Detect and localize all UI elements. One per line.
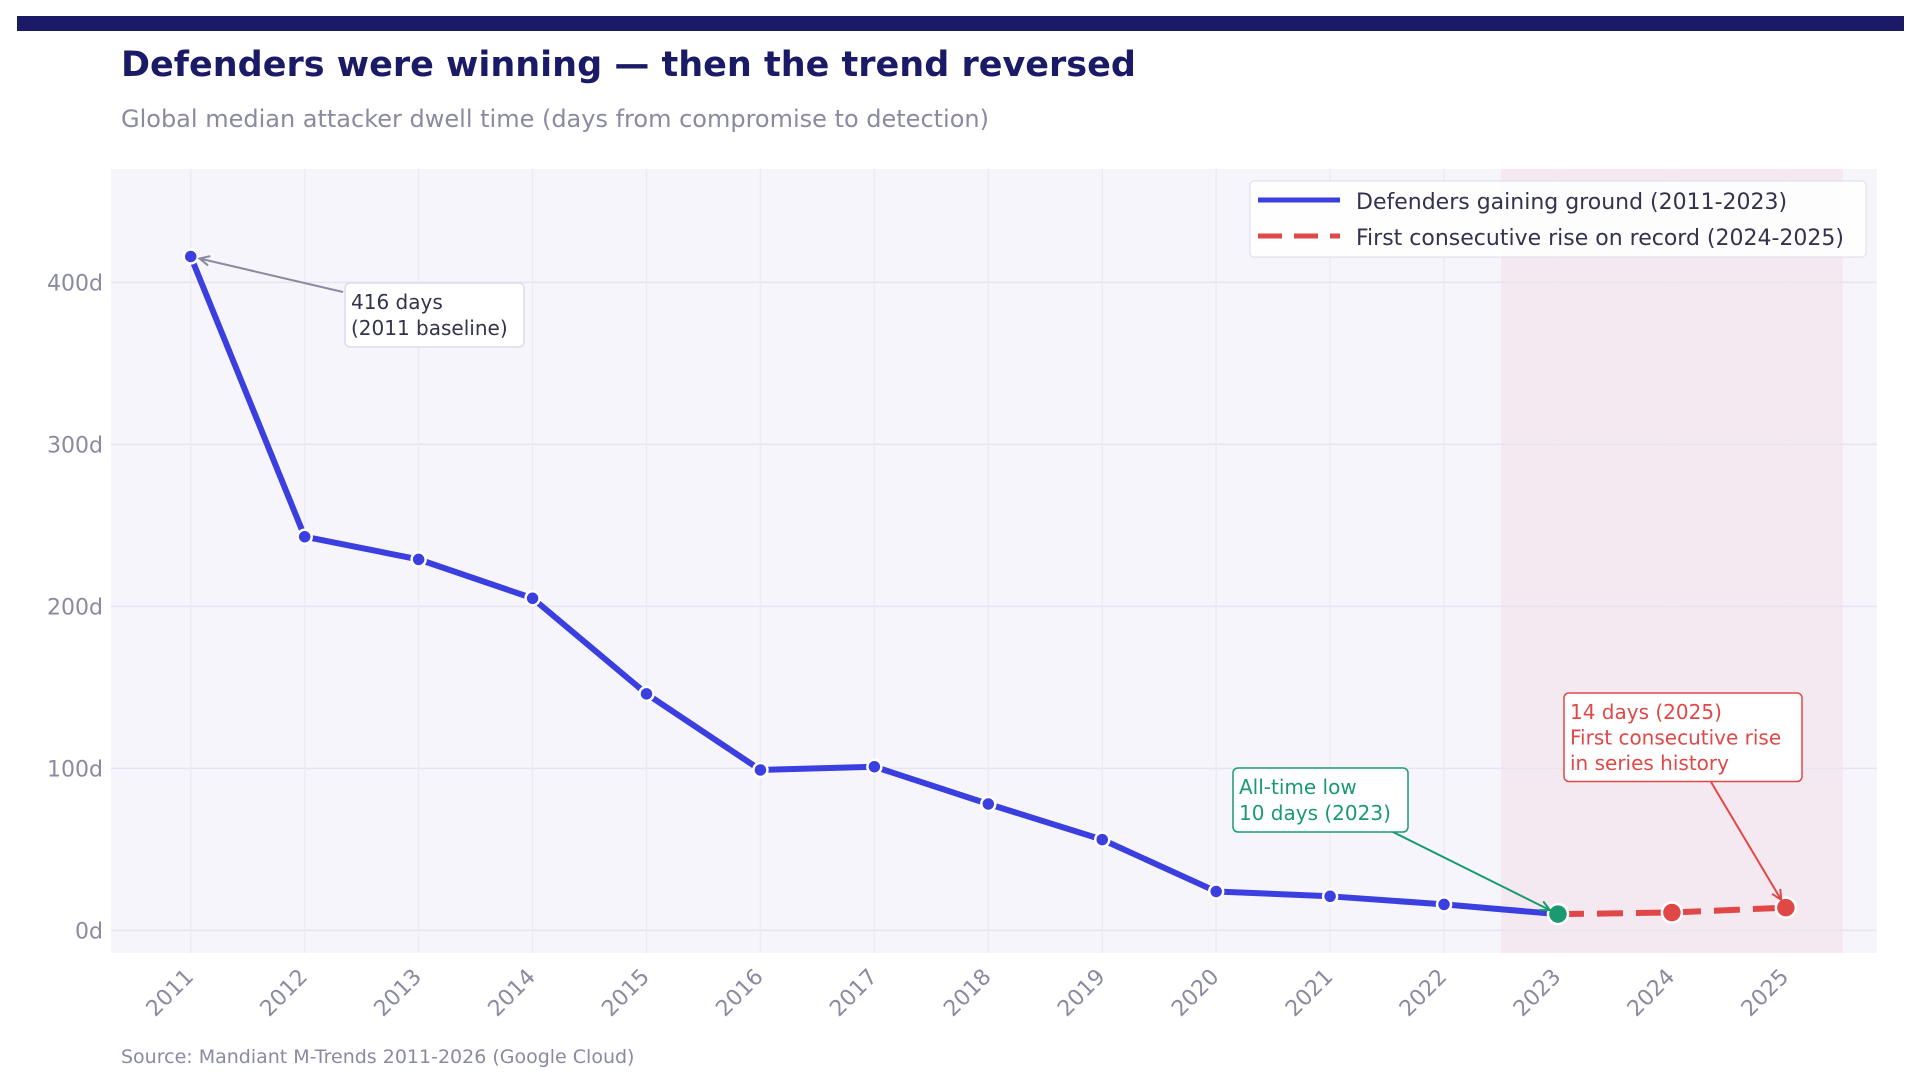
annotation-arrow [1386, 828, 1551, 912]
arrowhead-icon [1538, 900, 1552, 912]
y-tick-label: 100d [47, 757, 103, 782]
chart-title: Defenders were winning — then the trend … [121, 45, 1136, 85]
annotation-text: in series history [1570, 751, 1729, 775]
x-tick-label: 2022 [1395, 965, 1452, 1022]
x-tick-label: 2015 [597, 965, 654, 1022]
x-tick-label: 2018 [939, 965, 996, 1022]
y-tick-label: 0d [75, 919, 103, 944]
source-note: Source: Mandiant M-Trends 2011-2026 (Goo… [121, 1046, 634, 1068]
data-point [524, 590, 541, 607]
x-tick-label: 2023 [1509, 965, 1566, 1022]
data-point [182, 248, 200, 265]
data-point [1093, 831, 1111, 848]
y-tick-label: 300d [47, 433, 103, 458]
annotation-arrow [1710, 781, 1783, 901]
annotation-text: 14 days (2025) [1570, 700, 1722, 724]
annotation-text: First consecutive rise [1570, 726, 1781, 750]
arrowhead-icon [197, 255, 211, 267]
x-tick-label: 2020 [1167, 965, 1224, 1022]
x-tick-label: 2012 [256, 965, 313, 1022]
annotation-box [1563, 692, 1803, 783]
y-tick-label: 200d [47, 595, 103, 620]
legend-label: First consecutive rise on record (2024-2… [1356, 226, 1844, 251]
x-tick-label: 2021 [1281, 965, 1338, 1022]
x-tick-label: 2013 [370, 965, 427, 1022]
annotation-box [344, 282, 525, 348]
chart-subtitle: Global median attacker dwell time (days … [121, 105, 989, 133]
annotation-text: All-time low [1239, 775, 1357, 799]
annotation-text: 416 days [351, 290, 443, 314]
header-bar [17, 16, 1904, 31]
annotation-text: 10 days (2023) [1239, 801, 1391, 825]
data-point [296, 528, 313, 545]
annotation-text: (2011 baseline) [351, 316, 508, 340]
y-tick-label: 400d [47, 271, 103, 296]
data-point [410, 551, 427, 568]
x-tick-label: 2017 [825, 965, 882, 1022]
annotation-box [1232, 767, 1409, 833]
data-point-rise [1774, 896, 1798, 919]
data-point-low [1546, 902, 1570, 926]
legend-label: Defenders gaining ground (2011-2023) [1356, 190, 1787, 215]
legend: Defenders gaining ground (2011-2023) Fir… [1249, 180, 1867, 258]
data-point [752, 761, 769, 779]
data-point [1207, 883, 1225, 900]
data-point [980, 795, 997, 813]
x-tick-label: 2024 [1623, 965, 1680, 1022]
data-point [638, 685, 655, 703]
x-tick-label: 2011 [142, 965, 199, 1022]
x-tick-label: 2025 [1737, 965, 1794, 1022]
data-point [1321, 888, 1339, 905]
x-tick-label: 2014 [484, 965, 541, 1022]
x-tick-label: 2019 [1053, 965, 1110, 1022]
x-tick-label: 2016 [711, 965, 768, 1022]
data-point-rise [1660, 901, 1684, 924]
data-point [866, 758, 883, 775]
data-point [1435, 896, 1453, 913]
arrowhead-icon [1771, 888, 1783, 902]
annotation-arrow [199, 257, 344, 293]
